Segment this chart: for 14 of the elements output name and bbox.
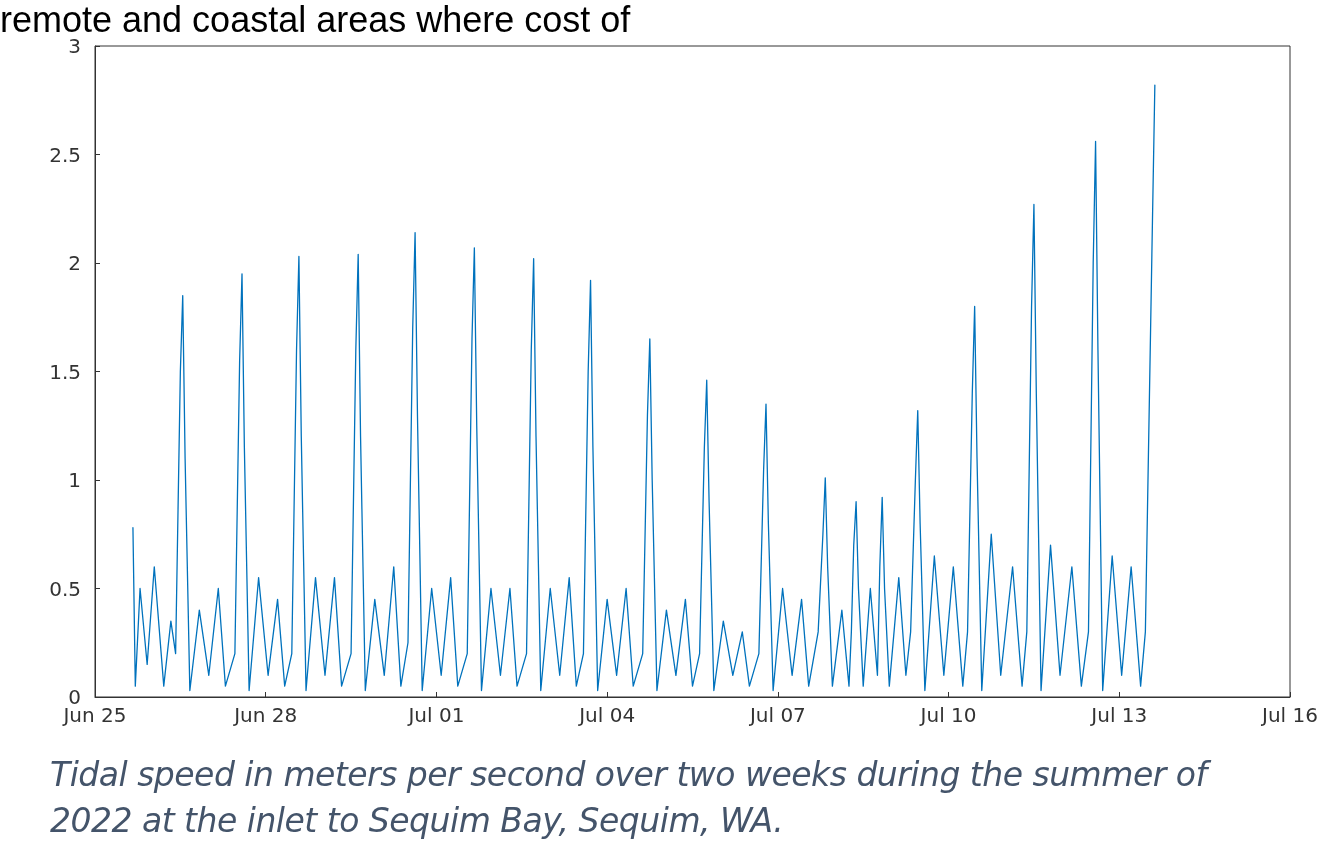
x-tick-label: Jul 04 — [577, 703, 636, 727]
x-tick-label: Jul 10 — [918, 703, 977, 727]
y-tick-label: 1.5 — [49, 359, 81, 384]
x-tick-label: Jul 07 — [747, 703, 806, 727]
x-tick-label: Jun 28 — [232, 703, 298, 727]
y-tick-label: 2 — [68, 251, 81, 275]
x-tick-label: Jul 16 — [1260, 703, 1318, 727]
y-tick-label: 2.5 — [49, 142, 81, 167]
text: Tidal speed in meters per second over two weeks during the summer of 2022 at the inlet to Sequim Bay, Sequim, WA. — [50, 754, 1213, 842]
line-series — [132, 84, 1156, 692]
y-tick-label: 0.5 — [49, 576, 81, 601]
x-tick-label: Jul 13 — [1089, 703, 1148, 727]
y-tick-label: 1 — [68, 468, 81, 492]
x-tick-label: Jul 01 — [406, 703, 465, 727]
